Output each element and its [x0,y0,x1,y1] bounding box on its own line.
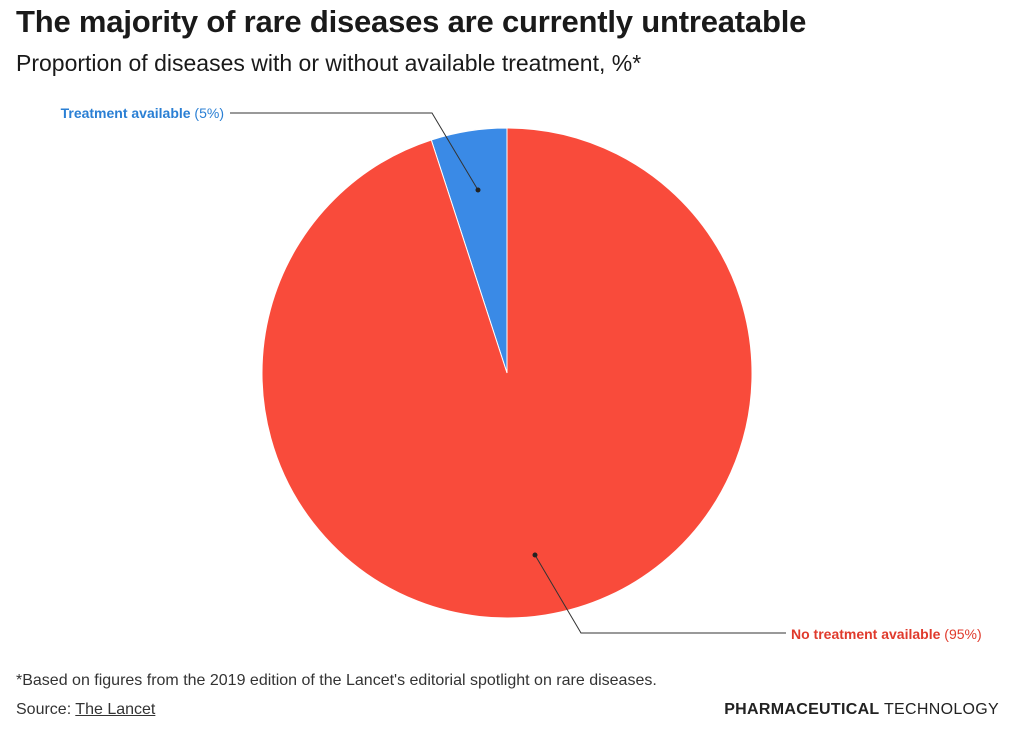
brand-light: TECHNOLOGY [879,701,999,718]
chart-subtitle: Proportion of diseases with or without a… [16,50,642,76]
pie-slice-no-treatment-available [261,127,753,619]
source-line: Source: The Lancet [16,701,155,719]
pie-slices [261,127,753,619]
leader-no-treatment-available [532,552,786,634]
leader-dot-treatment-available [475,187,481,193]
chart-title: The majority of rare diseases are curren… [16,4,807,39]
leader-dot-no-treatment-available [532,552,538,558]
source-prefix: Source: [16,701,76,718]
slice-label-treatment-available: Treatment available (5%) [61,105,224,121]
slice-label-no-treatment-available: No treatment available (95%) [791,626,982,642]
brand-strong: PHARMACEUTICAL [724,701,880,718]
source-link[interactable]: The Lancet [75,701,156,718]
footnote: *Based on figures from the 2019 edition … [16,672,657,689]
brand-logo: PHARMACEUTICAL TECHNOLOGY [724,701,999,719]
leader-lines [230,112,786,634]
leader-treatment-available [230,112,481,193]
slice-labels: Treatment available (5%) No treatment ava… [61,105,982,642]
